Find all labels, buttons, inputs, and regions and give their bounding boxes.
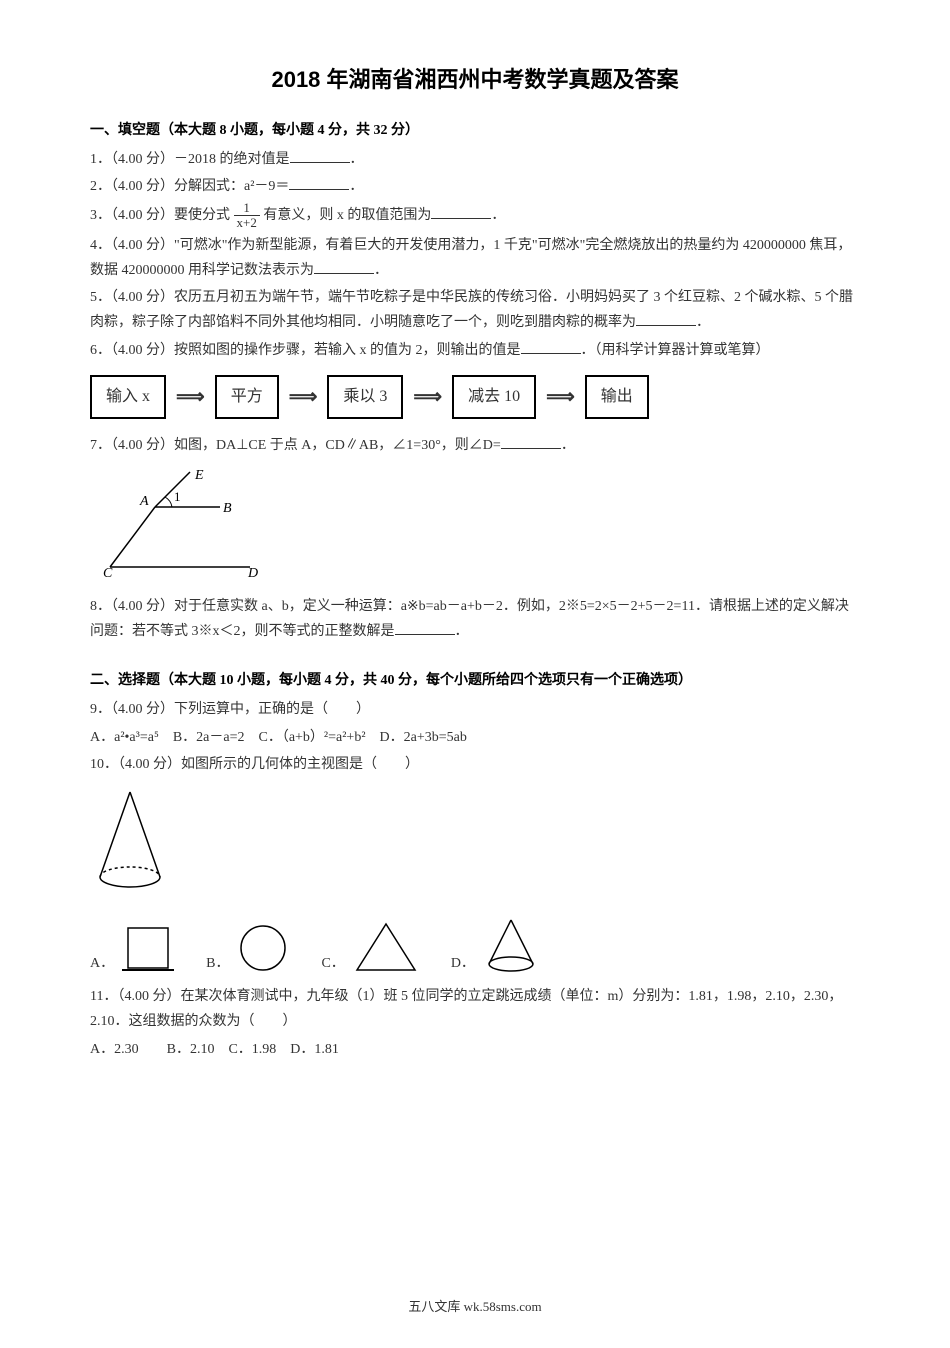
flow-box-sub10: 减去 10 xyxy=(452,375,536,420)
question-11: 11．（4.00 分）在某次体育测试中，九年级（1）班 5 位同学的立定跳远成绩… xyxy=(90,984,860,1034)
question-5: 5．（4.00 分）农历五月初五为端午节，端午节吃粽子是中华民族的传统习俗．小明… xyxy=(90,285,860,335)
q1-tail: ． xyxy=(350,152,364,167)
geom-label-B: B xyxy=(223,501,232,516)
choice-A-label: A． xyxy=(90,951,114,976)
flow-box-input: 输入 x xyxy=(90,375,166,420)
choice-A-icon xyxy=(120,920,176,976)
q3-blank xyxy=(431,204,491,219)
geom-label-1: 1 xyxy=(174,489,181,504)
q6-text-b: ．（用科学计算器计算或笔算） xyxy=(581,343,770,358)
choice-D-icon xyxy=(481,916,541,976)
flow-box-output: 输出 xyxy=(585,375,649,420)
q3-denominator: x+2 xyxy=(234,216,260,230)
page-footer: 五八文库 wk.58sms.com xyxy=(0,1295,950,1318)
section-2-header: 二、选择题（本大题 10 小题，每小题 4 分，共 40 分，每个小题所给四个选… xyxy=(90,668,860,693)
geom-label-C: C xyxy=(103,566,113,577)
geom-label-A: A xyxy=(139,494,149,509)
choice-A: A． xyxy=(90,920,176,976)
spacer xyxy=(90,646,860,660)
q8-blank xyxy=(395,620,455,635)
question-11-options: A．2.30 B．2.10 C．1.98 D．1.81 xyxy=(90,1037,860,1062)
exam-page: 2018 年湖南省湘西州中考数学真题及答案 一、填空题（本大题 8 小题，每小题… xyxy=(0,0,950,1348)
choice-C-label: C． xyxy=(321,951,344,976)
question-8: 8．（4.00 分）对于任意实数 a、b，定义一种运算：a※b=ab－a+b－2… xyxy=(90,594,860,644)
q3-text-b: 有意义，则 x 的取值范围为 xyxy=(263,208,431,223)
q5-tail: ． xyxy=(696,315,710,330)
q1-blank xyxy=(290,148,350,163)
question-4: 4．（4.00 分）"可燃冰"作为新型能源，有着巨大的开发使用潜力，1 千克"可… xyxy=(90,233,860,283)
q2-blank xyxy=(289,175,349,190)
choice-C-icon xyxy=(351,920,421,976)
q3-tail: ． xyxy=(491,208,505,223)
choice-D: D． xyxy=(451,916,541,976)
q8-tail: ． xyxy=(455,624,469,639)
geom-label-D: D xyxy=(247,566,258,577)
q4-text: 4．（4.00 分）"可燃冰"作为新型能源，有着巨大的开发使用潜力，1 千克"可… xyxy=(90,238,851,278)
geometry-svg: E A 1 B C D xyxy=(100,467,270,577)
question-9-options: A．a²•a³=a⁵ B．2a－a=2 C．（a+b）²=a²+b² D．2a+… xyxy=(90,725,860,750)
question-1: 1．（4.00 分）－2018 的绝对值是 ． xyxy=(90,147,860,172)
q5-blank xyxy=(636,311,696,326)
q1-text: 1．（4.00 分）－2018 的绝对值是 xyxy=(90,152,290,167)
q4-blank xyxy=(314,259,374,274)
choice-C: C． xyxy=(321,920,420,976)
question-6: 6．（4.00 分）按照如图的操作步骤，若输入 x 的值为 2，则输出的值是 ．（… xyxy=(90,338,860,363)
choice-B-label: B． xyxy=(206,951,229,976)
question-10-choices: A． B． C． D． xyxy=(90,916,860,976)
question-3: 3．（4.00 分）要使分式 1 x+2 有意义，则 x 的取值范围为 ． xyxy=(90,201,860,231)
flow-arrow-2: ⟹ xyxy=(289,379,318,415)
cone-figure xyxy=(90,787,860,906)
geometry-figure-q7: E A 1 B C D xyxy=(100,467,860,586)
q6-blank xyxy=(521,339,581,354)
q2-tail: ． xyxy=(349,179,363,194)
question-10: 10．（4.00 分）如图所示的几何体的主视图是（ ） xyxy=(90,752,860,777)
page-title: 2018 年湖南省湘西州中考数学真题及答案 xyxy=(90,60,860,100)
section-1-header: 一、填空题（本大题 8 小题，每小题 4 分，共 32 分） xyxy=(90,118,860,143)
question-2: 2．（4.00 分）分解因式：a²－9＝ ． xyxy=(90,174,860,199)
question-9: 9．（4.00 分）下列运算中，正确的是（ ） xyxy=(90,697,860,722)
flow-arrow-4: ⟹ xyxy=(546,379,575,415)
question-7: 7．（4.00 分）如图，DA⊥CE 于点 A，CD∥AB，∠1=30°，则∠D… xyxy=(90,433,860,458)
choice-B-icon xyxy=(235,920,291,976)
choice-D-label: D． xyxy=(451,951,475,976)
q7-blank xyxy=(501,434,561,449)
q4-tail: ． xyxy=(374,263,388,278)
q8-text: 8．（4.00 分）对于任意实数 a、b，定义一种运算：a※b=ab－a+b－2… xyxy=(90,599,849,639)
flow-arrow-3: ⟹ xyxy=(413,379,442,415)
q5-text: 5．（4.00 分）农历五月初五为端午节，端午节吃粽子是中华民族的传统习俗．小明… xyxy=(90,290,853,330)
geom-label-E: E xyxy=(194,468,204,483)
flow-arrow-1: ⟹ xyxy=(176,379,205,415)
q3-text-a: 3．（4.00 分）要使分式 xyxy=(90,208,230,223)
q3-numerator: 1 xyxy=(234,201,260,216)
flow-box-square: 平方 xyxy=(215,375,279,420)
choice-B: B． xyxy=(206,920,291,976)
q6-text-a: 6．（4.00 分）按照如图的操作步骤，若输入 x 的值为 2，则输出的值是 xyxy=(90,343,521,358)
flowchart: 输入 x ⟹ 平方 ⟹ 乘以 3 ⟹ 减去 10 ⟹ 输出 xyxy=(90,375,860,420)
q3-fraction: 1 x+2 xyxy=(234,201,260,231)
q7-text: 7．（4.00 分）如图，DA⊥CE 于点 A，CD∥AB，∠1=30°，则∠D… xyxy=(90,438,501,453)
q7-tail: ． xyxy=(561,438,575,453)
cone-svg xyxy=(90,787,170,897)
flow-box-mul3: 乘以 3 xyxy=(327,375,403,420)
q2-text: 2．（4.00 分）分解因式：a²－9＝ xyxy=(90,179,289,194)
